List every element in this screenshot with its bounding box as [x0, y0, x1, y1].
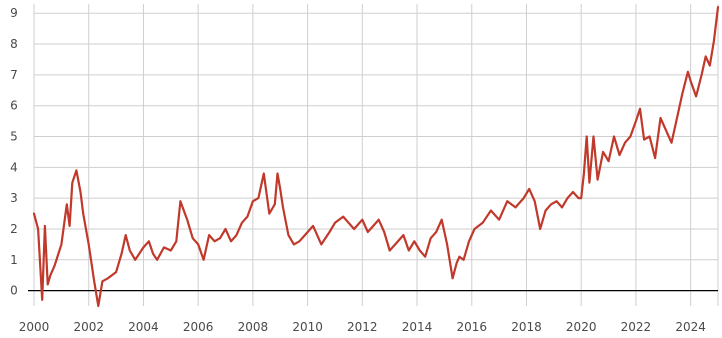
y-tick-label-5: 5: [10, 130, 18, 144]
horizontal-gridlines: [34, 12, 718, 261]
y-tick-label-0: 0: [10, 284, 18, 298]
y-tick-label-7: 7: [10, 68, 18, 82]
x-tick-label-2016: 2016: [456, 320, 487, 334]
y-tick-label-1: 1: [10, 253, 18, 267]
x-tick-label-2002: 2002: [73, 320, 104, 334]
x-tick-label-2006: 2006: [183, 320, 214, 334]
y-tick-label-3: 3: [10, 191, 18, 205]
x-tick-label-2012: 2012: [347, 320, 378, 334]
x-tick-label-2022: 2022: [621, 320, 652, 334]
y-tick-label-8: 8: [10, 37, 18, 51]
y-tick-label-9: 9: [10, 6, 18, 20]
vertical-gridlines: [33, 4, 719, 306]
x-tick-label-2018: 2018: [511, 320, 542, 334]
y-axis-tick-labels: 0 1 2 3 4 5 6 7 8 9: [10, 6, 18, 297]
x-tick-label-2020: 2020: [566, 320, 597, 334]
series-line-0: [32, 5, 720, 308]
x-tick-label-2000: 2000: [19, 320, 50, 334]
x-axis-tick-labels: 2000 2002 2004 2006 2008 2010 2012 2014 2016 2018…: [19, 320, 706, 334]
x-tick-label-2008: 2008: [238, 320, 269, 334]
y-tick-label-6: 6: [10, 99, 18, 113]
x-tick-label-2004: 2004: [128, 320, 159, 334]
y-tick-label-4: 4: [10, 160, 18, 174]
x-tick-label-2010: 2010: [292, 320, 323, 334]
x-tick-label-2024: 2024: [675, 320, 706, 334]
series-layer: [32, 5, 720, 308]
x-tick-label-2014: 2014: [402, 320, 433, 334]
y-tick-label-2: 2: [10, 222, 18, 236]
